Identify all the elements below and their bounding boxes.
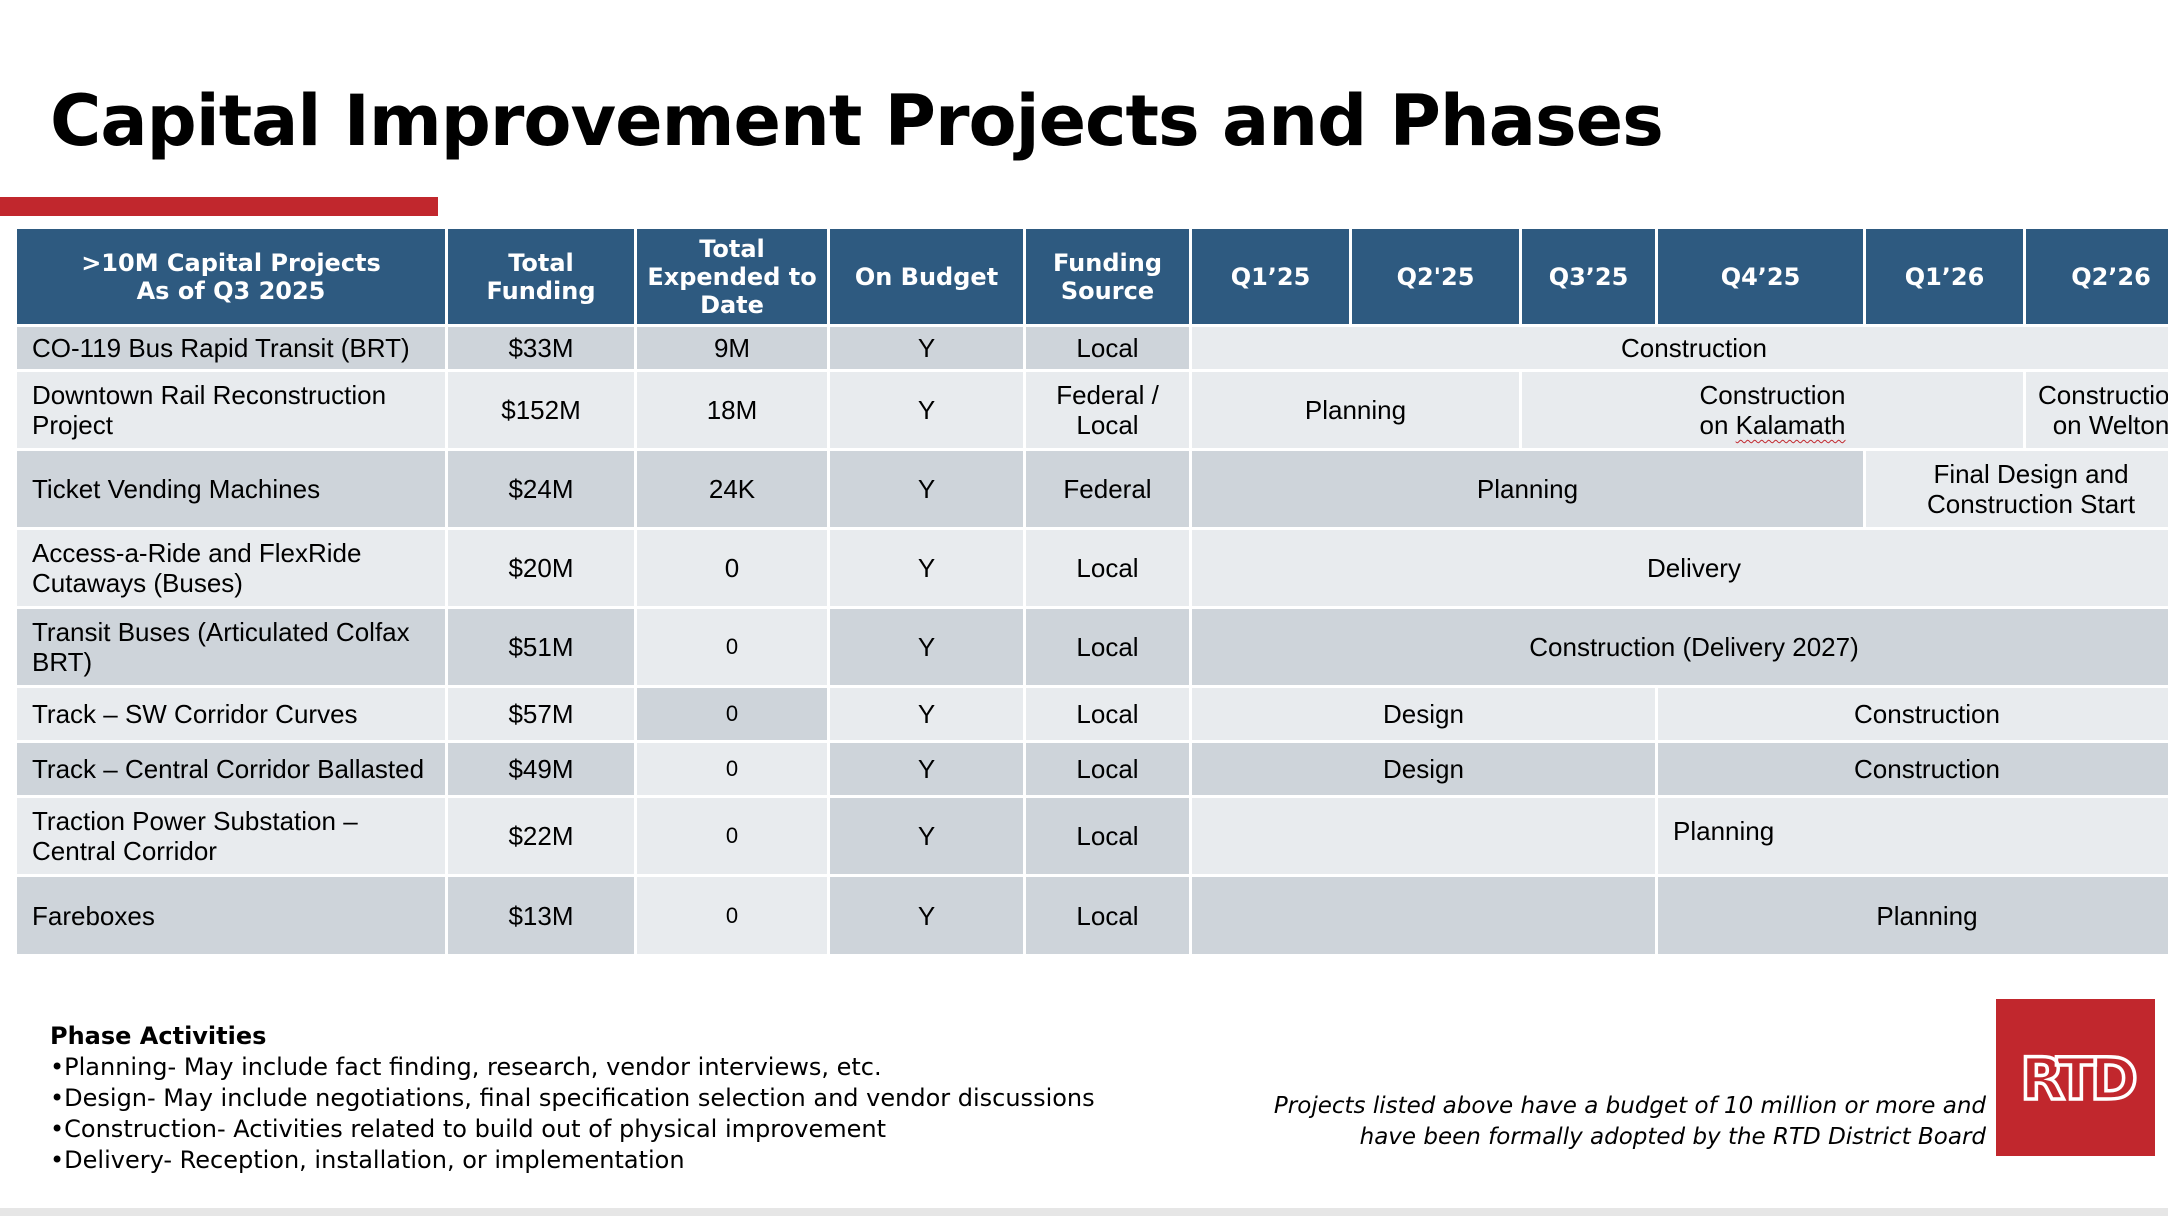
cell-funding: $20M (448, 530, 634, 606)
phase-label: on Kalamath (1699, 410, 1846, 440)
list-item: •Design- May include negotiations, final… (50, 1084, 1095, 1112)
table-row-project: Fareboxes (17, 877, 445, 954)
cell-source: Federal / Local (1026, 372, 1189, 448)
cell-on-budget: Y (830, 798, 1023, 874)
cell-expended: 0 (637, 743, 827, 795)
phase-bar: Planning (1192, 451, 1863, 527)
header-q2-26: Q2’26 (2026, 229, 2168, 324)
header-q4-25: Q4’25 (1658, 229, 1863, 324)
phase-bar: Design (1192, 743, 1655, 795)
header-q1-26: Q1’26 (1866, 229, 2023, 324)
cell-funding: $49M (448, 743, 634, 795)
cell-on-budget: Y (830, 530, 1023, 606)
page-title: Capital Improvement Projects and Phases (50, 80, 1664, 162)
logo-text: RTD (2020, 1045, 2136, 1113)
table-row-project: Transit Buses (Articulated Colfax BRT) (17, 609, 445, 685)
table-row-project: Traction Power Substation – Central Corr… (17, 798, 445, 874)
phase-activities-title: Phase Activities (50, 1022, 267, 1050)
cell-funding: $51M (448, 609, 634, 685)
cell-on-budget: Y (830, 743, 1023, 795)
cell-source: Local (1026, 609, 1189, 685)
cell-expended: 0 (637, 877, 827, 954)
table-row-project: Downtown Rail Reconstruction Project (17, 372, 445, 448)
header-on-budget: On Budget (830, 229, 1023, 324)
list-item: •Delivery- Reception, installation, or i… (50, 1146, 685, 1174)
cell-on-budget: Y (830, 372, 1023, 448)
cell-expended: 9M (637, 327, 827, 369)
phase-bar: Planning (1192, 372, 1519, 448)
header-project: >10M Capital Projects As of Q3 2025 (17, 229, 445, 324)
cell-on-budget: Y (830, 609, 1023, 685)
phase-label: Construction (1699, 380, 1846, 410)
header-expended: Total Expended to Date (637, 229, 827, 324)
phase-bar: Final Design and Construction Start (1866, 451, 2168, 527)
phase-bar: Construction (Delivery 2027) (1192, 609, 2168, 685)
table-row-project: Track – Central Corridor Ballasted (17, 743, 445, 795)
table-row-project: CO-119 Bus Rapid Transit (BRT) (17, 327, 445, 369)
phase-bar-empty (1192, 798, 1655, 874)
cell-funding: $57M (448, 688, 634, 740)
rtd-logo-mark: RTD (2018, 1043, 2141, 1113)
cell-source: Federal (1026, 451, 1189, 527)
cell-source: Local (1026, 798, 1189, 874)
footnote: Projects listed above have a budget of 1… (1273, 1093, 1986, 1150)
phase-bar: Delivery (1192, 530, 2168, 606)
cell-expended: 24K (637, 451, 827, 527)
phase-bar: Planning (1658, 877, 2168, 954)
header-funding-source: Funding Source (1026, 229, 1189, 324)
phase-bar: Construction (1192, 327, 2168, 369)
phase-bar: Construction (1658, 688, 2168, 740)
misspell-marked-word: Kalamath (1735, 410, 1846, 440)
table-row-project: Ticket Vending Machines (17, 451, 445, 527)
cell-funding: $13M (448, 877, 634, 954)
cell-expended: 0 (637, 609, 827, 685)
table-row-project: Access-a-Ride and FlexRide Cutaways (Bus… (17, 530, 445, 606)
phase-activities: Phase Activities •Planning- May include … (50, 1021, 1095, 1176)
cell-source: Local (1026, 688, 1189, 740)
cell-source: Local (1026, 877, 1189, 954)
cell-expended: 0 (637, 688, 827, 740)
cell-funding: $24M (448, 451, 634, 527)
phase-bar: Construction (1658, 743, 2168, 795)
title-accent-bar (0, 197, 438, 216)
cell-source: Local (1026, 530, 1189, 606)
cell-on-budget: Y (830, 451, 1023, 527)
cell-source: Local (1026, 743, 1189, 795)
rtd-logo-icon: RTD (1996, 999, 2155, 1156)
phase-bar: Planning (1658, 798, 2168, 874)
cell-funding: $152M (448, 372, 634, 448)
header-q2-25: Q2'25 (1352, 229, 1519, 324)
phase-bar: Construction on Welton (2026, 372, 2168, 448)
phase-bar: Construction on Kalamath (1522, 372, 2023, 448)
phase-bar: Design (1192, 688, 1655, 740)
cell-on-budget: Y (830, 327, 1023, 369)
bottom-band (0, 1208, 2168, 1216)
cell-expended: 0 (637, 530, 827, 606)
list-item: •Planning- May include fact finding, res… (50, 1053, 882, 1081)
header-q3-25: Q3’25 (1522, 229, 1655, 324)
cell-funding: $22M (448, 798, 634, 874)
cell-expended: 0 (637, 798, 827, 874)
header-q1-25: Q1’25 (1192, 229, 1349, 324)
list-item: •Construction- Activities related to bui… (50, 1115, 887, 1143)
cell-source: Local (1026, 327, 1189, 369)
cell-on-budget: Y (830, 877, 1023, 954)
phase-bar-empty (1192, 877, 1655, 954)
cell-funding: $33M (448, 327, 634, 369)
table-row-project: Track – SW Corridor Curves (17, 688, 445, 740)
header-total-funding: Total Funding (448, 229, 634, 324)
cell-expended: 18M (637, 372, 827, 448)
cell-on-budget: Y (830, 688, 1023, 740)
projects-table: >10M Capital Projects As of Q3 2025 Tota… (17, 229, 2168, 954)
